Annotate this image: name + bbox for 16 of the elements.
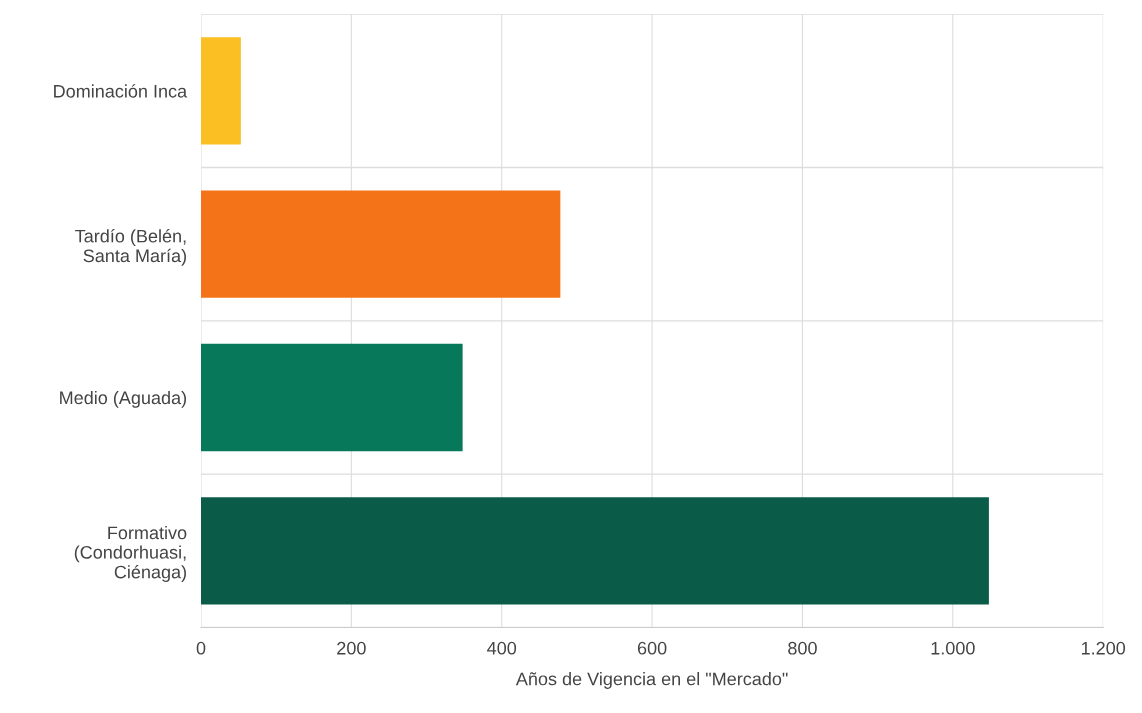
x-tick-label: 1.200 [1081,641,1126,655]
bar [200,37,241,145]
x-tick-label: 800 [788,641,817,655]
x-axis-title: Años de Vigencia en el "Mercado" [515,672,788,689]
x-tick-label: 400 [487,641,517,655]
x-tick-label: 1.000 [931,641,975,655]
bar [200,497,989,605]
bar [200,343,463,452]
bar [200,190,561,298]
x-tick-label: 600 [637,641,667,655]
y-tick-label: Medio (Aguada) [60,390,186,408]
x-tick-label: 0 [196,641,206,655]
x-tick-label: 200 [337,641,366,655]
y-tick-label: Formativo (Condorhuasi, Ciénaga) [74,526,187,582]
y-tick-label: Tardío (Belén, Santa María) [75,229,186,266]
y-tick-label: Dominación Inca [54,84,188,98]
